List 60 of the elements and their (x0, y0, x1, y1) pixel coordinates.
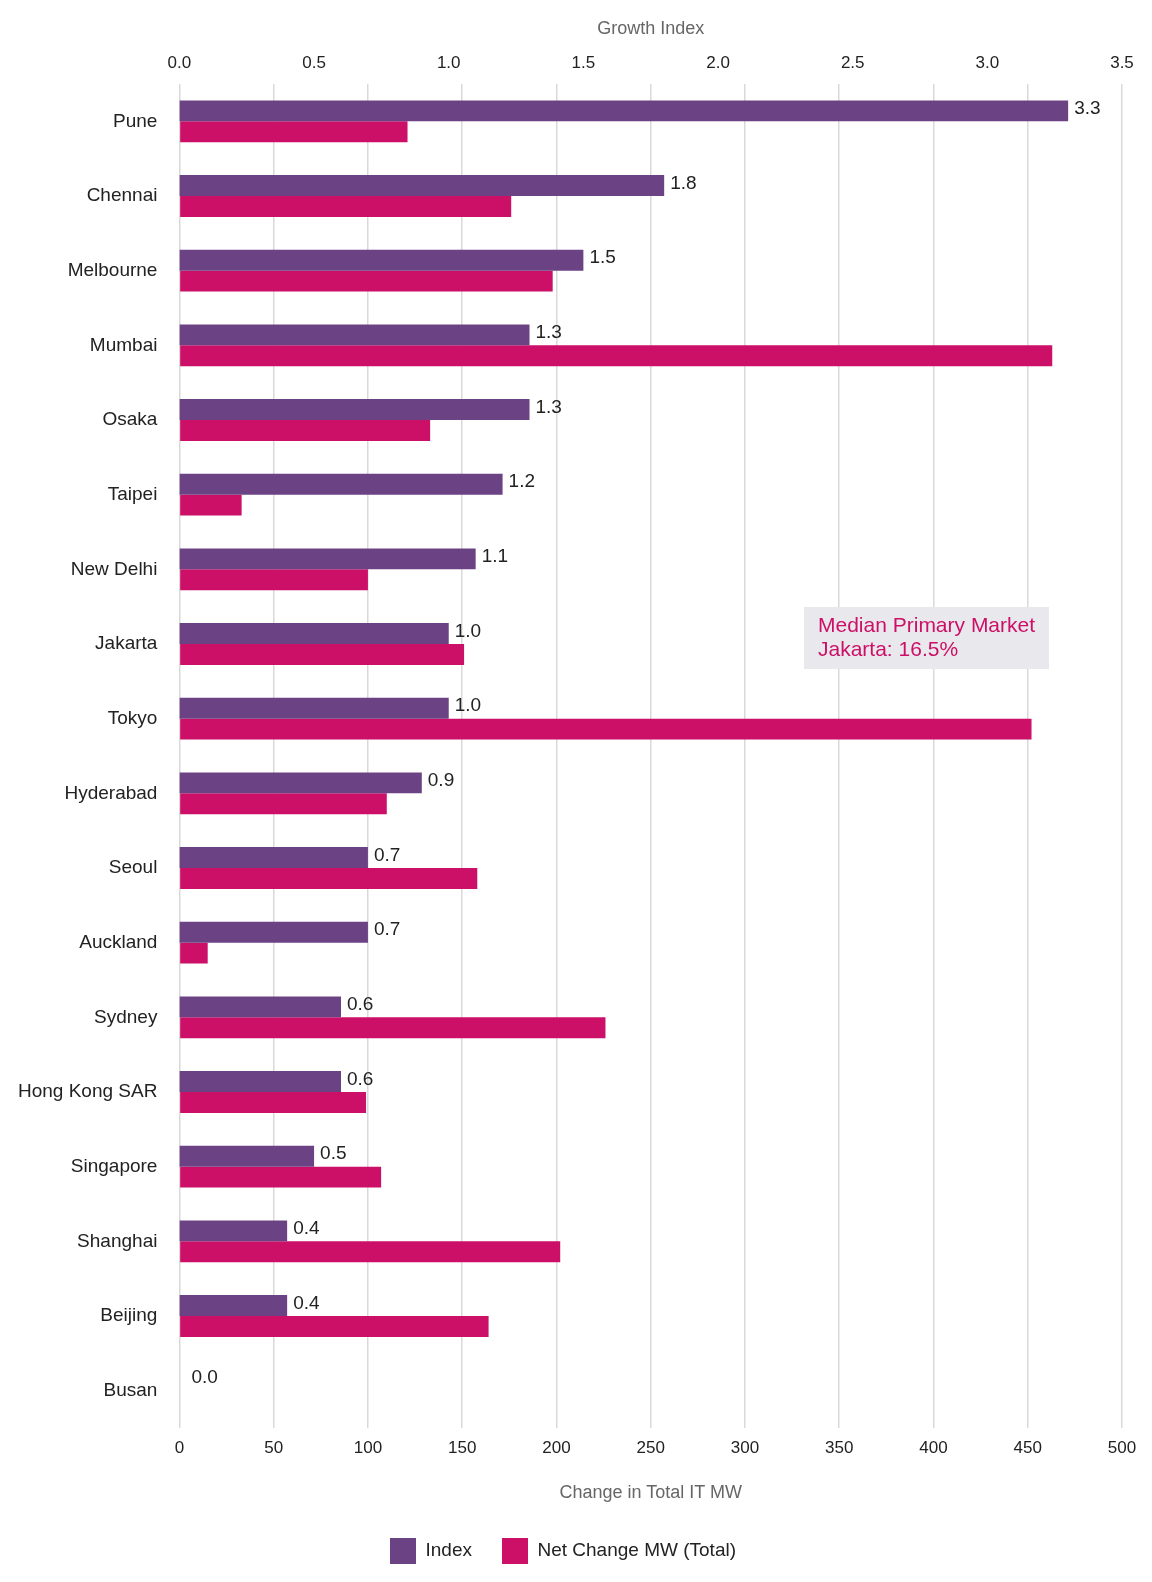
data-label: 1.8 (670, 171, 697, 193)
y-tick-label: Osaka (102, 408, 158, 430)
legend-label: Net Change MW (Total) (537, 1539, 736, 1561)
y-tick-label: Shanghai (77, 1229, 158, 1251)
x-tick-label: 350 (825, 1437, 854, 1457)
x2-tick-label: 1.0 (436, 53, 461, 73)
x2-tick-label: 3.5 (1110, 53, 1134, 73)
data-label: 0.6 (347, 993, 374, 1015)
y-tick-label: Auckland (79, 930, 158, 952)
x-axis-title: Change in Total IT MW (559, 1482, 742, 1503)
data-label: 1.1 (481, 545, 509, 567)
y-tick-label: Singapore (70, 1154, 158, 1176)
y-tick-label: Tokyo (107, 706, 158, 728)
x2-axis-title: Growth Index (597, 17, 705, 38)
data-label: 1.2 (508, 470, 536, 492)
y-tick-label: Hong Kong SAR (18, 1080, 158, 1102)
y-tick-label: Sydney (94, 1005, 158, 1027)
x-tick-label: 150 (448, 1437, 477, 1457)
data-label: 3.3 (1074, 97, 1101, 119)
data-label: 1.0 (454, 694, 482, 716)
y-tick-label: Pune (113, 109, 158, 131)
legend-label: Index (425, 1539, 473, 1561)
y-tick-label: Taipei (107, 482, 158, 504)
annotation: Median Primary Market Jakarta: 16.5% (804, 607, 1050, 669)
data-label: 1.3 (535, 395, 562, 417)
data-label: 0.4 (293, 1217, 320, 1239)
x2-tick-label: 0.0 (167, 53, 192, 73)
data-label: 0.6 (347, 1067, 374, 1089)
data-label: 0.0 (191, 1366, 218, 1388)
x-tick-label: 0 (174, 1437, 185, 1457)
y-tick-label: Hyderabad (64, 781, 158, 803)
x2-tick-label: 2.0 (706, 53, 730, 73)
data-label: 0.7 (373, 843, 401, 865)
y-tick-label: Busan (103, 1378, 158, 1400)
y-tick-label: Seoul (108, 856, 158, 878)
data-label: 0.7 (373, 918, 401, 940)
data-label: 0.4 (293, 1291, 320, 1313)
x-tick-label: 300 (730, 1437, 760, 1457)
y-tick-label: Chennai (86, 184, 158, 206)
x2-tick-label: 1.5 (571, 53, 596, 73)
x2-tick-label: 2.5 (840, 53, 865, 73)
y-tick-label: New Delhi (70, 557, 158, 579)
data-label: 1.5 (589, 246, 616, 268)
x2-tick-label: 0.5 (302, 53, 326, 73)
y-tick-label: Melbourne (67, 258, 158, 280)
data-label: 1.3 (535, 321, 562, 343)
x-tick-label: 500 (1107, 1437, 1137, 1457)
data-label: 0.9 (427, 769, 455, 791)
x-tick-label: 50 (264, 1437, 284, 1457)
x-tick-label: 200 (542, 1437, 571, 1457)
x-tick-label: 450 (1013, 1437, 1042, 1457)
x-tick-label: 250 (636, 1437, 665, 1457)
y-tick-label: Mumbai (89, 333, 158, 355)
x-tick-label: 100 (353, 1437, 383, 1457)
y-tick-label: Beijing (100, 1304, 158, 1326)
data-label: 0.5 (320, 1142, 347, 1164)
x-tick-label: 400 (919, 1437, 948, 1457)
x2-tick-label: 3.0 (975, 53, 1000, 73)
data-label: 1.0 (454, 619, 482, 641)
y-tick-label: Jakarta (95, 632, 158, 654)
